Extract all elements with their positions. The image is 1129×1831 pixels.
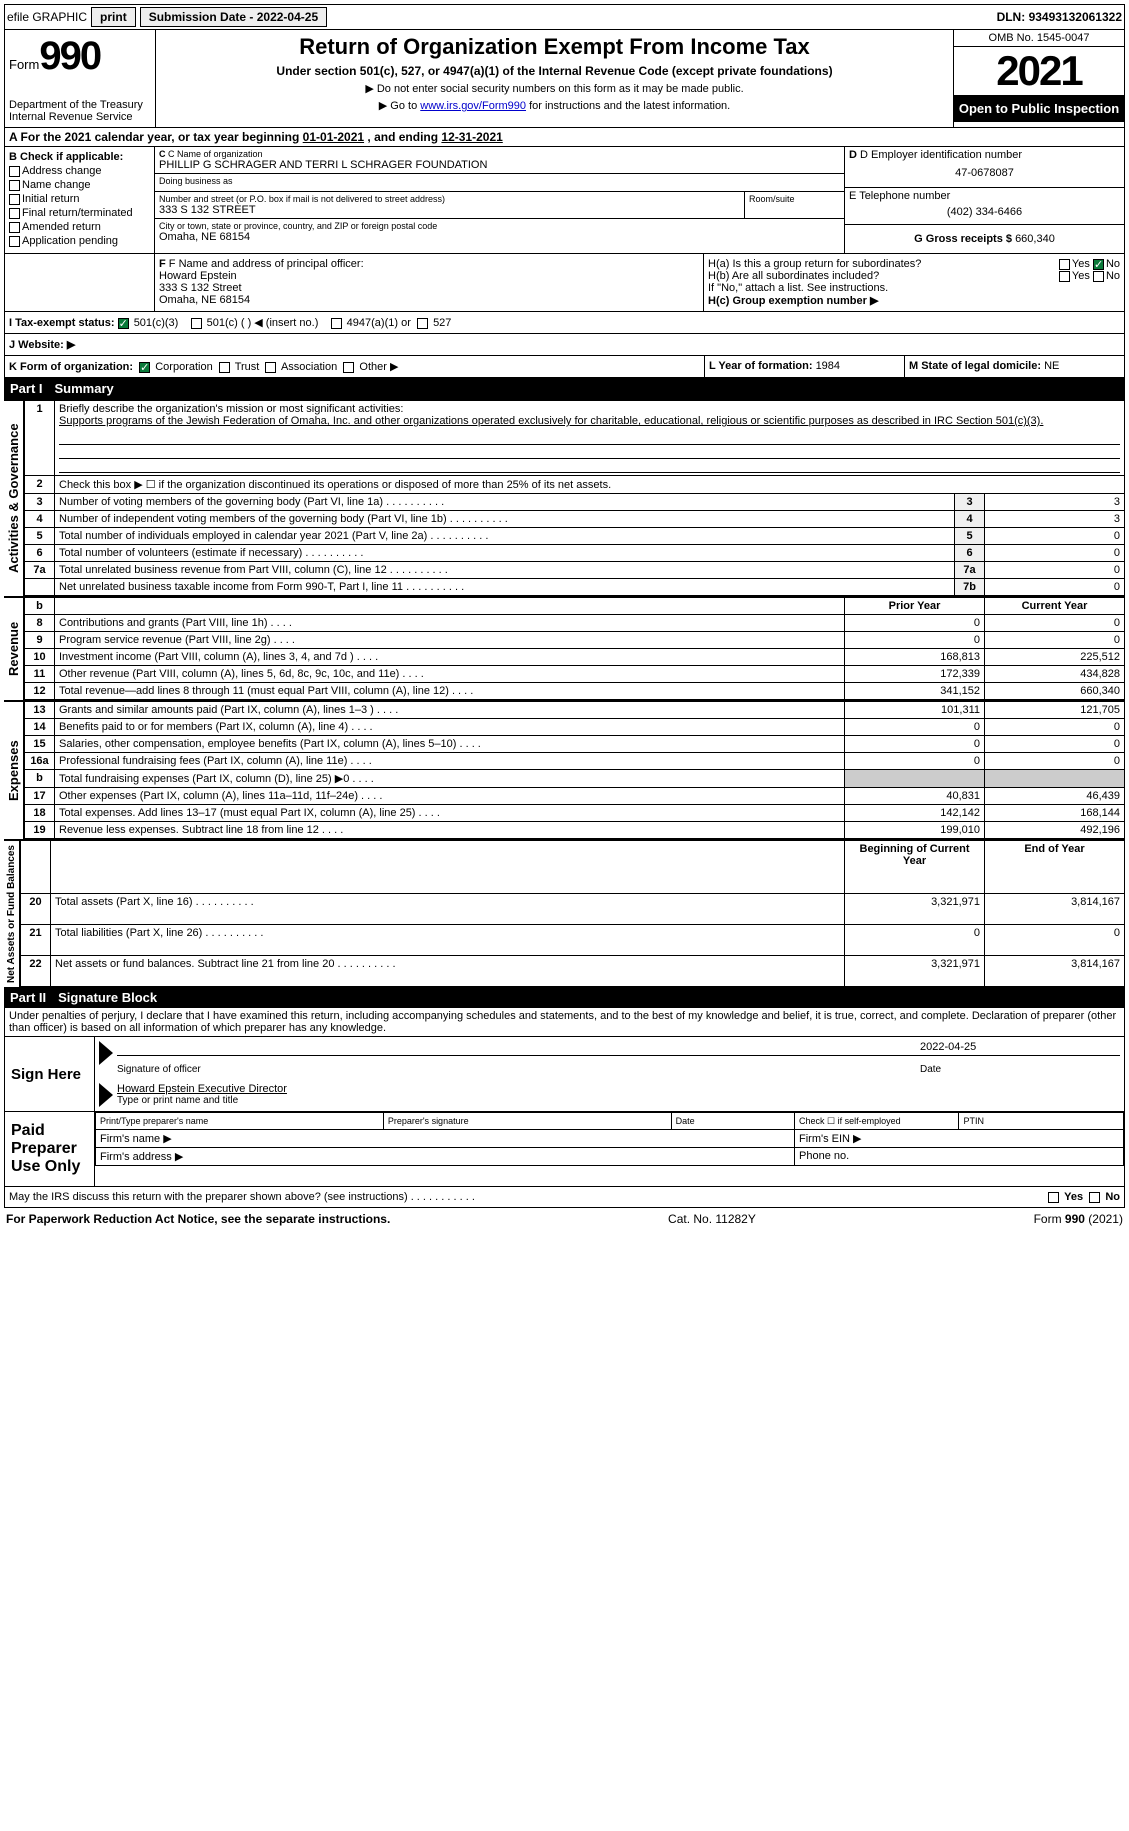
checkbox-trust[interactable] <box>219 362 230 373</box>
checkbox-assoc[interactable] <box>265 362 276 373</box>
vlabel-activities: Activities & Governance <box>4 400 24 596</box>
checkbox-hb-no[interactable] <box>1093 271 1104 282</box>
tax-year: 2021 <box>954 47 1124 95</box>
page-footer: For Paperwork Reduction Act Notice, see … <box>4 1208 1125 1230</box>
checkbox-ha-no[interactable] <box>1093 259 1104 270</box>
gross-receipts: 660,340 <box>1015 233 1055 245</box>
checkbox-527[interactable] <box>417 318 428 329</box>
checkbox-initial[interactable] <box>9 194 20 205</box>
mission: Supports programs of the Jewish Federati… <box>59 415 1043 427</box>
org-name: PHILLIP G SCHRAGER AND TERRI L SCHRAGER … <box>159 159 840 171</box>
submission-button[interactable]: Submission Date - 2022-04-25 <box>140 7 327 27</box>
checkbox-discuss-no[interactable] <box>1089 1192 1100 1203</box>
checkbox-501c3[interactable] <box>118 318 129 329</box>
arrow-icon <box>99 1083 113 1107</box>
part1-header: Part I Summary <box>4 378 1125 399</box>
section-d: D D Employer identification number 47-06… <box>844 147 1124 253</box>
section-h: H(a) Is this a group return for subordin… <box>704 254 1124 311</box>
city-state-zip: Omaha, NE 68154 <box>159 231 840 243</box>
checkbox-addr-change[interactable] <box>9 166 20 177</box>
checkbox-hb-yes[interactable] <box>1059 271 1070 282</box>
paid-preparer-label: Paid Preparer Use Only <box>5 1112 95 1186</box>
open-inspection: Open to Public Inspection <box>954 95 1124 122</box>
checkbox-discuss-yes[interactable] <box>1048 1192 1059 1203</box>
part2-header: Part II Signature Block <box>4 987 1125 1008</box>
checkbox-corp[interactable] <box>139 362 150 373</box>
vlabel-expenses: Expenses <box>4 701 24 839</box>
dept-treasury: Department of the Treasury <box>9 99 151 111</box>
arrow-icon <box>99 1041 113 1065</box>
note-link: ▶ Go to www.irs.gov/Form990 for instruct… <box>160 99 949 112</box>
section-b: B Check if applicable: Address change Na… <box>5 147 155 253</box>
netassets-table: Beginning of Current YearEnd of Year 20T… <box>20 840 1125 987</box>
checkbox-final[interactable] <box>9 208 20 219</box>
vlabel-revenue: Revenue <box>4 597 24 700</box>
dln: DLN: 93493132061322 <box>997 10 1122 24</box>
efile-label: efile GRAPHIC <box>7 10 87 24</box>
expenses-table: 13Grants and similar amounts paid (Part … <box>24 701 1125 839</box>
checkbox-name-change[interactable] <box>9 180 20 191</box>
phone: (402) 334-6466 <box>849 202 1120 222</box>
discuss-text: May the IRS discuss this return with the… <box>9 1191 475 1203</box>
irs-link[interactable]: www.irs.gov/Form990 <box>420 100 526 112</box>
activities-table: 1 Briefly describe the organization's mi… <box>24 400 1125 596</box>
officer-name: Howard Epstein <box>159 270 699 282</box>
section-j: J Website: ▶ <box>9 338 75 351</box>
checkbox-4947[interactable] <box>331 318 342 329</box>
checkbox-pending[interactable] <box>9 236 20 247</box>
state-domicile: NE <box>1044 360 1059 372</box>
checkbox-501c[interactable] <box>191 318 202 329</box>
sig-date: 2022-04-25 <box>920 1041 1120 1053</box>
revenue-table: bPrior YearCurrent Year 8Contributions a… <box>24 597 1125 700</box>
omb-number: OMB No. 1545-0047 <box>954 30 1124 47</box>
print-button[interactable]: print <box>91 7 136 27</box>
topbar: efile GRAPHIC print Submission Date - 20… <box>4 4 1125 30</box>
vlabel-netassets: Net Assets or Fund Balances <box>4 840 20 987</box>
form-subtitle: Under section 501(c), 527, or 4947(a)(1)… <box>160 64 949 78</box>
year-formation: 1984 <box>816 360 840 372</box>
section-f: F F Name and address of principal office… <box>155 254 704 311</box>
section-i: I Tax-exempt status: 501(c)(3) 501(c) ( … <box>9 316 1120 329</box>
form-title: Return of Organization Exempt From Incom… <box>160 34 949 60</box>
street-address: 333 S 132 STREET <box>159 204 740 216</box>
checkbox-ha-yes[interactable] <box>1059 259 1070 270</box>
section-k: K Form of organization: Corporation Trus… <box>5 356 704 377</box>
sign-here-label: Sign Here <box>5 1037 95 1111</box>
note-ssn: ▶ Do not enter social security numbers o… <box>160 82 949 95</box>
section-c: C C Name of organization PHILLIP G SCHRA… <box>155 147 844 253</box>
form-header: Form990 Department of the Treasury Inter… <box>4 30 1125 128</box>
form-word: Form <box>9 57 39 72</box>
irs-label: Internal Revenue Service <box>9 111 151 123</box>
form-number: 990 <box>39 34 100 78</box>
checkbox-amended[interactable] <box>9 222 20 233</box>
ein: 47-0678087 <box>849 161 1120 185</box>
penalty-statement: Under penalties of perjury, I declare th… <box>4 1008 1125 1037</box>
officer-printed: Howard Epstein Executive Director <box>117 1083 1120 1095</box>
form-footer: Form 990 (2021) <box>1034 1212 1123 1226</box>
checkbox-other[interactable] <box>343 362 354 373</box>
section-a: A For the 2021 calendar year, or tax yea… <box>4 128 1125 147</box>
